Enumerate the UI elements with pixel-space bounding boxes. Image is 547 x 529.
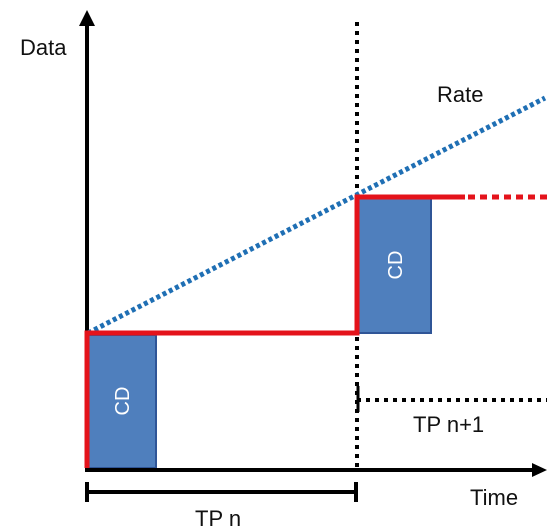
- data-step-line: [84, 194, 465, 468]
- x-axis-arrowhead: [532, 463, 547, 477]
- y-axis-label: Data: [20, 35, 67, 60]
- cd-block-1: [87, 334, 157, 469]
- x-axis-label: Time: [470, 485, 518, 510]
- y-axis-arrowhead: [79, 10, 95, 26]
- rate-line: [86, 95, 547, 336]
- rate-label: Rate: [437, 82, 483, 107]
- tp-n-label: TP n: [195, 506, 241, 529]
- cd-block-2: [357, 196, 432, 334]
- cd-label-2: CD: [385, 251, 407, 280]
- cd-label-1: CD: [112, 387, 134, 416]
- tp-n1-label: TP n+1: [413, 412, 484, 437]
